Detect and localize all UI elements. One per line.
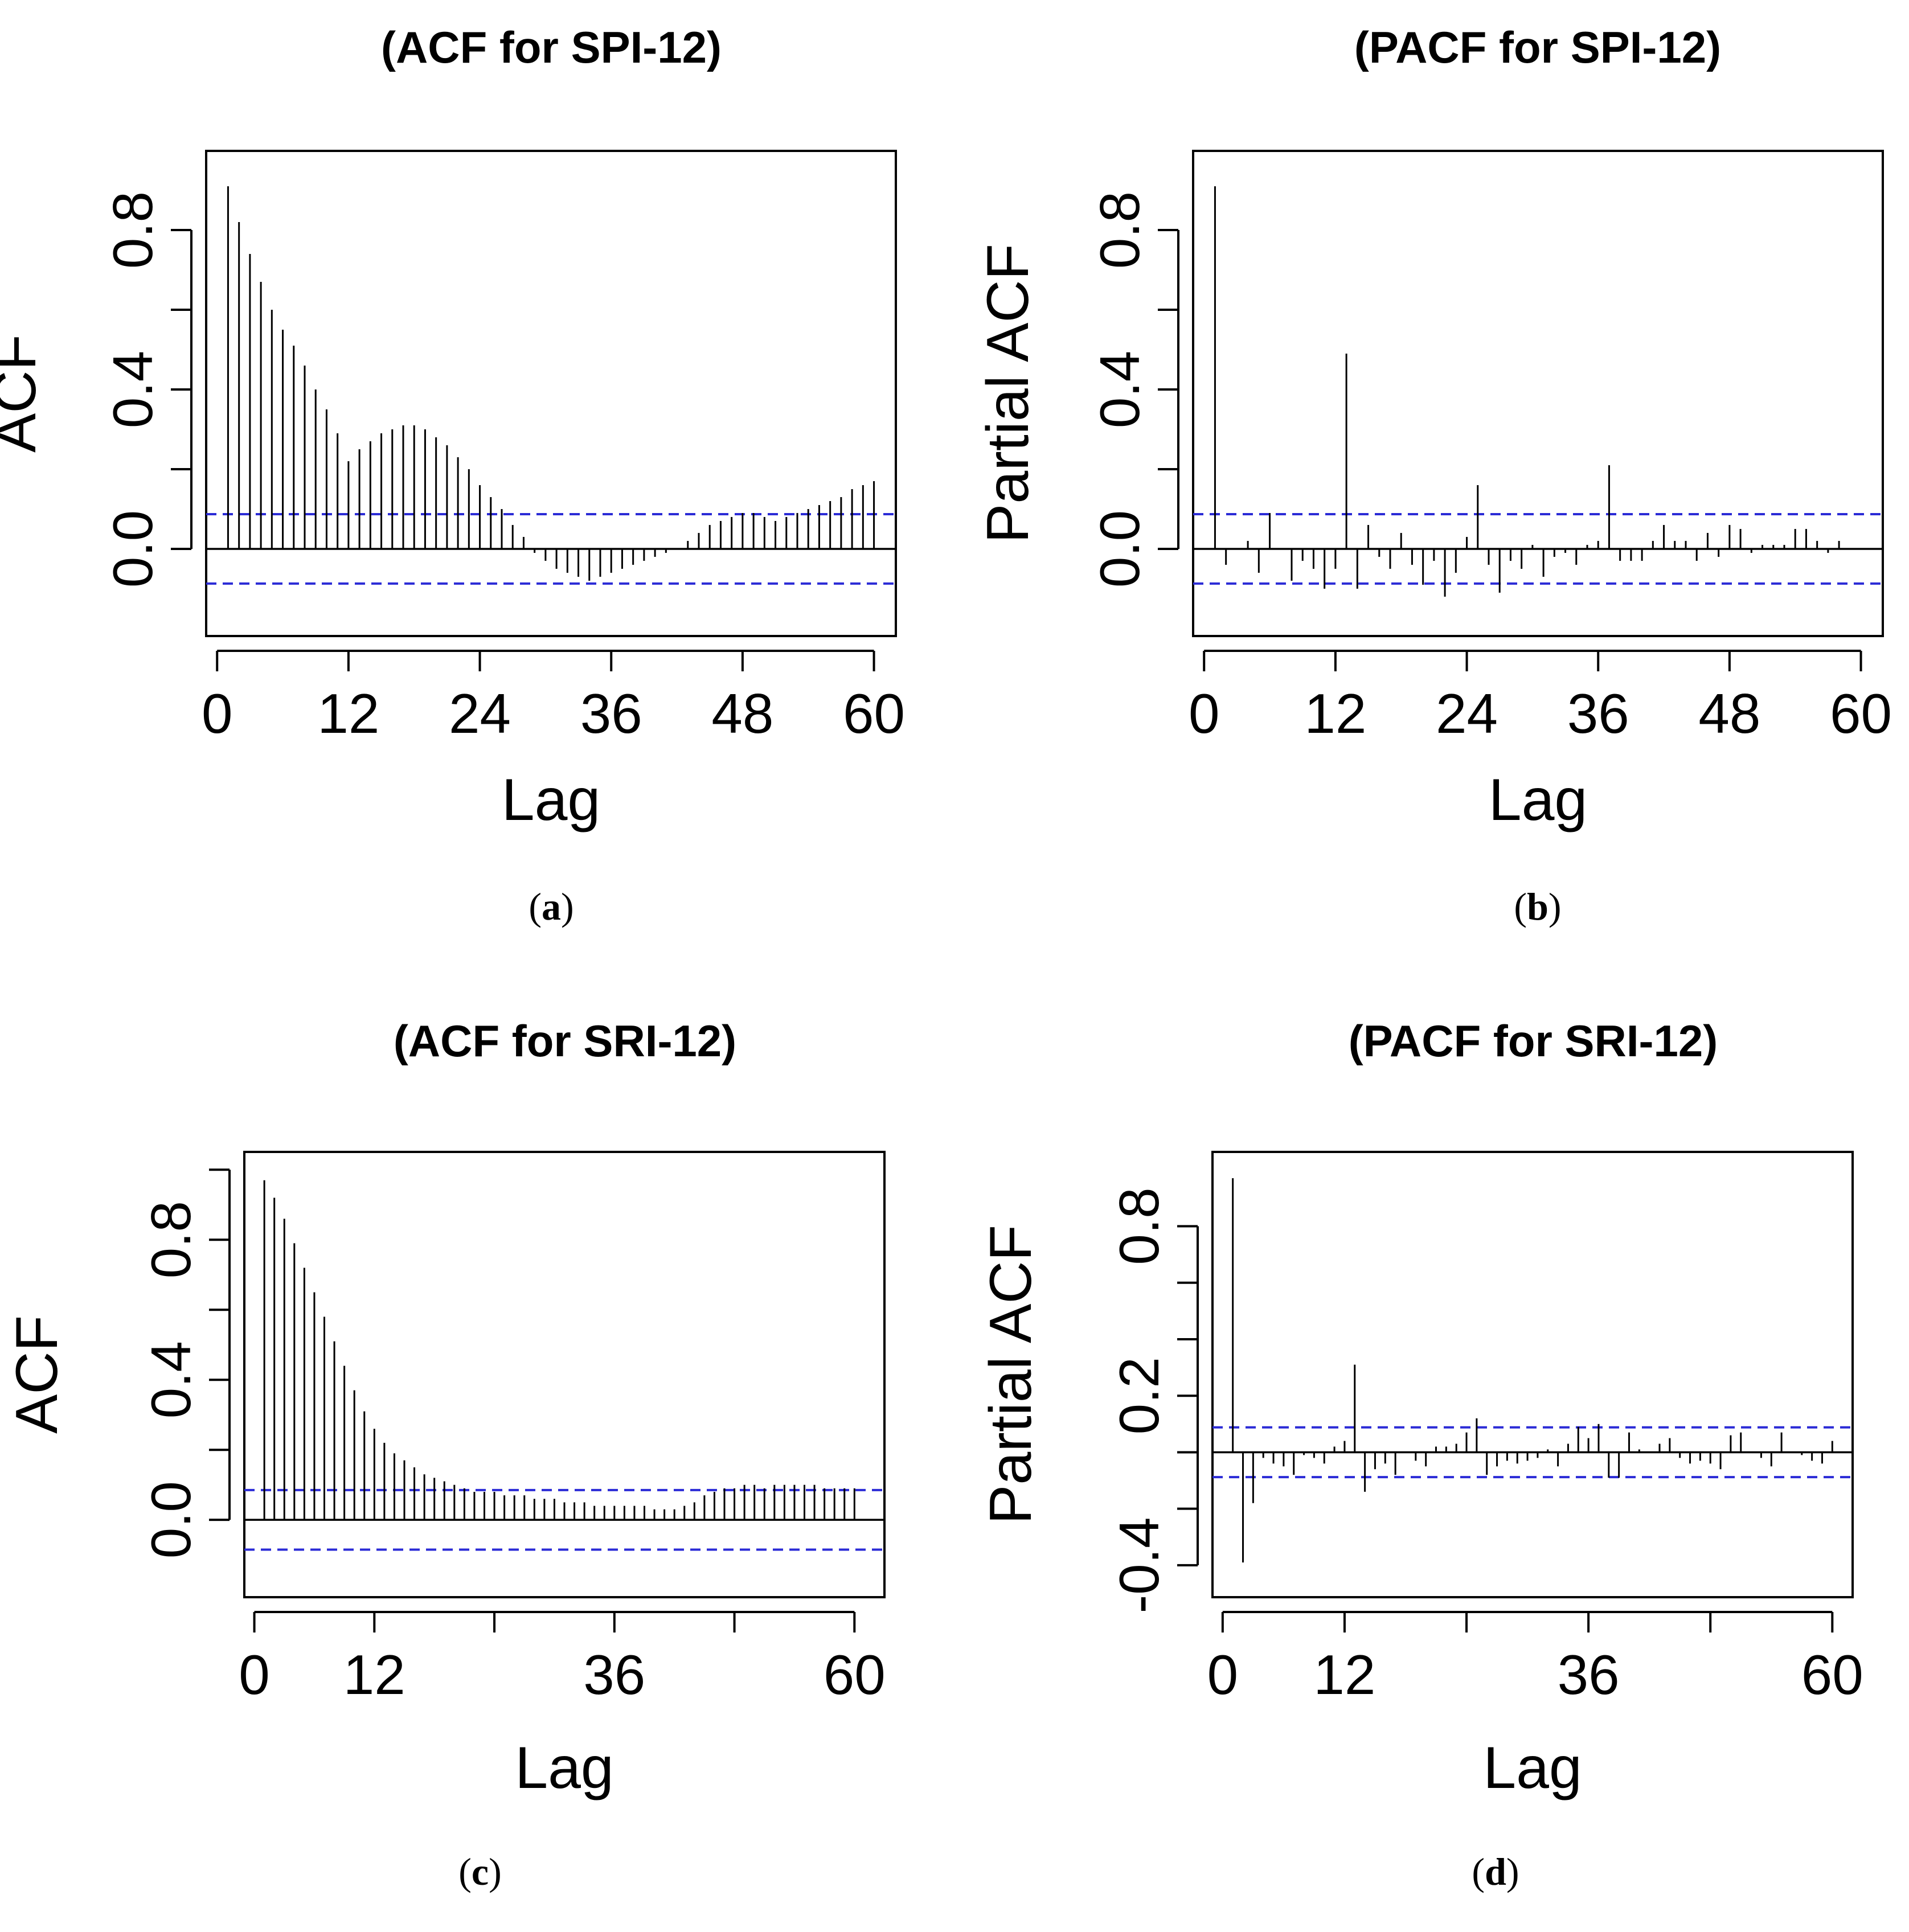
- panel-d-y-tick-label: 0.8: [1108, 1187, 1170, 1265]
- panel-b-x-axis-label: Lag: [1489, 767, 1588, 833]
- panel-a-title: (ACF for SPI-12): [381, 22, 722, 72]
- panel-b-plot-frame: [1192, 150, 1884, 637]
- panel-a-x-tick-label: 36: [580, 682, 642, 745]
- panel-b-y-tick-label: 0.0: [1088, 510, 1151, 588]
- panel-a-y-tick-label: 0.4: [101, 351, 164, 428]
- panel-c-plot-frame: [243, 1151, 886, 1598]
- panel-c-caption: (c): [458, 1850, 502, 1893]
- panel-a-x-tick-label: 60: [843, 682, 905, 745]
- panel-c-x-tick-label: 12: [343, 1643, 405, 1706]
- panel-c-y-tick-label: 0.0: [140, 1481, 202, 1558]
- panel-a-x-tick-label: 24: [449, 682, 511, 745]
- panel-c-y-tick-label: 0.4: [140, 1341, 202, 1418]
- panel-b-y-axis-label: Partial ACF: [975, 244, 1041, 543]
- panel-a-x-tick-label: 12: [317, 682, 379, 745]
- panel-d-x-tick-label: 36: [1558, 1643, 1620, 1706]
- panel-d-x-tick-label: 60: [1801, 1643, 1863, 1706]
- panel-d-x-tick-label: 12: [1313, 1643, 1375, 1706]
- panel-a-x-tick-label: 0: [202, 682, 233, 745]
- panel-a-y-tick-label: 0.0: [101, 510, 164, 588]
- panel-b-x-tick-label: 0: [1189, 682, 1220, 745]
- panel-b-x-tick-label: 36: [1567, 682, 1629, 745]
- panel-d-title: (PACF for SRI-12): [1349, 1016, 1718, 1066]
- panel-c-x-tick-label: 0: [239, 1643, 270, 1706]
- panel-d-x-axis-label: Lag: [1483, 1735, 1582, 1801]
- panel-a-y-axis-label: ACF: [0, 334, 48, 453]
- panel-a-caption: (a): [529, 885, 573, 928]
- panel-b-x-tick-label: 60: [1830, 682, 1892, 745]
- panel-d-y-tick-label: -0.4: [1108, 1517, 1170, 1613]
- panel-b-y-tick-label: 0.8: [1088, 191, 1151, 269]
- panel-c-x-tick-label: 36: [583, 1643, 645, 1706]
- panel-d-y-axis-label: Partial ACF: [978, 1225, 1044, 1524]
- panel-d-caption: (d): [1472, 1850, 1519, 1893]
- panel-c-x-tick-label: 60: [824, 1643, 886, 1706]
- panel-a-x-axis-label: Lag: [502, 767, 601, 833]
- panel-b-title: (PACF for SPI-12): [1354, 22, 1721, 72]
- panel-b-x-tick-label: 12: [1304, 682, 1366, 745]
- panel-c-y-axis-label: ACF: [4, 1315, 70, 1434]
- panel-b-caption: (b): [1514, 885, 1561, 928]
- panel-d-x-tick-label: 0: [1207, 1643, 1239, 1706]
- panel-b-x-tick-label: 48: [1698, 682, 1760, 745]
- panel-c-title: (ACF for SRI-12): [394, 1016, 736, 1066]
- panel-c-x-axis-label: Lag: [515, 1735, 614, 1801]
- panel-b-x-tick-label: 24: [1436, 682, 1498, 745]
- panel-a-y-tick-label: 0.8: [101, 191, 164, 269]
- panel-c-y-tick-label: 0.8: [140, 1201, 202, 1278]
- panel-a-x-tick-label: 48: [711, 682, 773, 745]
- panel-d-plot-frame: [1211, 1151, 1854, 1598]
- panel-d-y-tick-label: 0.2: [1108, 1357, 1170, 1434]
- panel-b-y-tick-label: 0.4: [1088, 351, 1151, 428]
- panel-a-plot-frame: [205, 150, 897, 637]
